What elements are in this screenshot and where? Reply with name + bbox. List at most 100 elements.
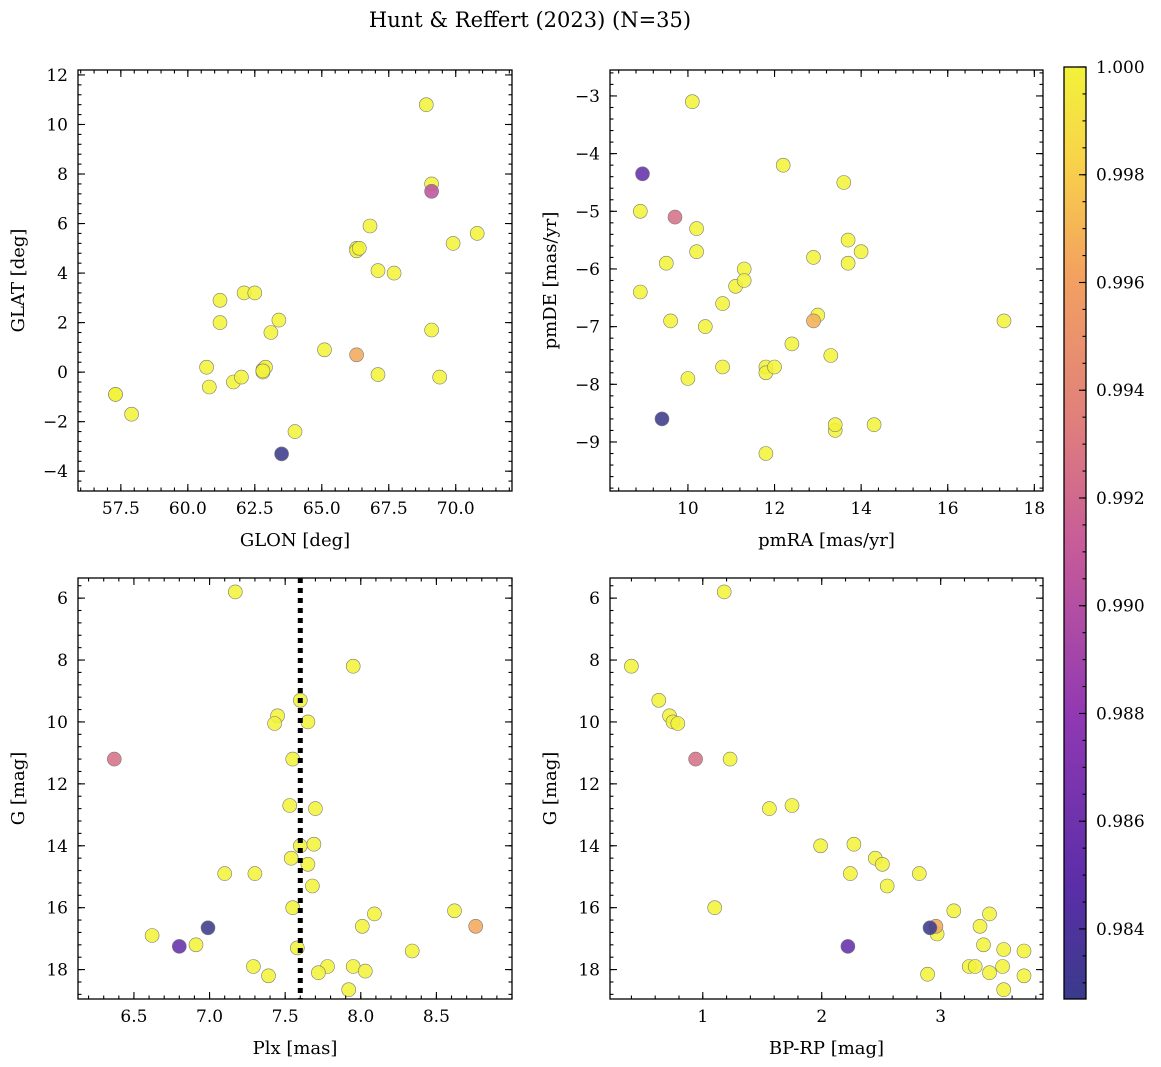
data-point	[976, 937, 991, 953]
data-point	[300, 714, 316, 730]
y-tick-label: −4	[575, 145, 600, 165]
data-point	[271, 312, 287, 328]
data-point	[922, 920, 938, 936]
colorbar-tick-label: 1.000	[1096, 58, 1145, 78]
data-point	[875, 856, 890, 872]
x-axis-label: BP-RP [mag]	[769, 1038, 884, 1059]
data-point	[212, 315, 228, 330]
y-tick-label: 10	[46, 115, 68, 135]
data-points	[624, 584, 1032, 998]
colorbar-tick-label: 0.988	[1096, 704, 1145, 724]
data-point	[246, 959, 261, 974]
x-tick-label: 65.0	[303, 499, 341, 519]
data-point	[418, 97, 434, 112]
data-point	[282, 798, 298, 813]
y-tick-label: −7	[575, 318, 600, 338]
data-point	[697, 319, 713, 334]
data-point	[707, 900, 723, 916]
figure-title: Hunt & Reffert (2023) (N=35)	[369, 8, 691, 32]
data-point	[784, 798, 800, 813]
y-axis-label: GLAT [deg]	[8, 229, 29, 333]
data-point	[228, 584, 243, 600]
data-point	[840, 232, 856, 248]
y-tick-label: 14	[46, 837, 68, 857]
axes-frame	[77, 577, 513, 1000]
colorbar-gradient	[1064, 67, 1086, 999]
axes-frame	[609, 69, 1044, 492]
y-tick-label: 0	[57, 363, 68, 383]
data-point	[840, 255, 856, 271]
data-point	[715, 296, 730, 311]
data-points	[632, 94, 1012, 461]
colorbar-tick-label: 0.990	[1096, 597, 1145, 617]
data-point	[995, 959, 1010, 974]
data-point	[736, 273, 752, 288]
data-point	[247, 866, 263, 881]
x-tick-label: 8.0	[347, 1007, 374, 1027]
data-point	[370, 367, 386, 382]
data-point	[823, 348, 839, 363]
colorbar-tick-label: 0.998	[1096, 166, 1145, 186]
colorbar-frame	[1063, 66, 1087, 1000]
colorbar-tick-label: 0.996	[1096, 273, 1145, 293]
y-tick-label: −3	[575, 87, 600, 107]
data-point	[806, 313, 821, 329]
data-point	[188, 937, 204, 953]
data-point	[468, 918, 484, 934]
data-point	[842, 866, 858, 881]
data-point	[846, 836, 862, 852]
data-point	[357, 963, 373, 979]
data-point	[806, 250, 821, 265]
colorbar: 0.984 0.986 0.988 0.990 0.992 0.994 0.996 0.998…	[1063, 58, 1145, 1000]
data-point	[386, 265, 402, 281]
data-point	[784, 336, 800, 352]
data-point	[972, 918, 988, 934]
data-point	[306, 836, 322, 852]
data-point	[317, 342, 332, 358]
x-tick-label: 12	[764, 499, 786, 519]
y-tick-label: 18	[46, 961, 68, 981]
data-point	[762, 801, 777, 816]
x-tick-label: 62.5	[236, 499, 274, 519]
data-point	[670, 716, 686, 731]
y-tick-label: 6	[57, 215, 68, 235]
x-tick-label: 10	[677, 499, 699, 519]
panel-plx-g: 6.5 7.0 7.5 8.0 8.5 6 8 10 12 14 16 18 Plx [mas] G [m…	[8, 577, 513, 1059]
data-point	[982, 906, 997, 922]
data-point	[287, 424, 303, 439]
data-point	[469, 226, 485, 241]
y-tick-label: −6	[575, 260, 600, 280]
x-tick-label: 2	[816, 1007, 827, 1027]
x-tick-label: 14	[850, 499, 872, 519]
data-point	[308, 801, 323, 816]
colorbar-tick-label: 0.994	[1096, 381, 1145, 401]
x-tick-label: 7.5	[272, 1007, 299, 1027]
data-point	[367, 906, 382, 922]
y-tick-label: 6	[589, 589, 600, 609]
x-tick-label: 57.5	[102, 499, 140, 519]
data-point	[351, 241, 367, 256]
data-point	[758, 446, 774, 461]
x-tick-label: 7.0	[196, 1007, 223, 1027]
data-point	[424, 322, 439, 338]
data-point	[432, 369, 448, 385]
data-point	[911, 866, 927, 881]
data-point	[447, 903, 462, 919]
data-point	[689, 221, 704, 236]
data-point	[1016, 968, 1032, 984]
data-point	[632, 284, 648, 300]
data-point	[853, 244, 869, 259]
data-point	[217, 866, 232, 881]
x-tick-label: 60.0	[169, 499, 207, 519]
data-points	[107, 584, 484, 998]
axes-frame	[609, 577, 1044, 1000]
data-point	[663, 313, 678, 329]
x-tick-label: 1	[697, 1007, 708, 1027]
data-point	[996, 313, 1012, 329]
data-point	[920, 966, 935, 982]
x-tick-label: 70.0	[437, 499, 475, 519]
x-tick-label: 18	[1024, 499, 1046, 519]
data-point	[654, 411, 670, 427]
data-point	[996, 942, 1012, 957]
data-point	[996, 982, 1012, 998]
